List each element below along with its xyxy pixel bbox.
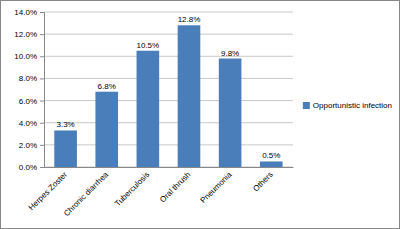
tick: Others <box>251 170 274 193</box>
bars <box>54 25 282 167</box>
tick: 6.0% <box>19 97 44 106</box>
tick-label: 0.0% <box>19 163 37 172</box>
tick-label: 14.0% <box>14 8 37 17</box>
tick: Pneumonia <box>199 170 234 205</box>
tick-label: 6.0% <box>19 97 37 106</box>
grid-line <box>44 122 293 123</box>
tick-label: Others <box>251 170 274 193</box>
tick-mark <box>40 101 44 102</box>
tick-mark <box>40 78 44 79</box>
y-axis: 0.0% 2.0% 4.0% 6.0% 8.0% 10.0% 12.0% 14.0% <box>14 8 44 172</box>
tick: 10.0% <box>14 52 44 61</box>
tick: 4.0% <box>19 119 44 128</box>
legend-swatch <box>303 102 310 109</box>
tick: Oral thrush <box>158 170 192 204</box>
tick-label: Chronic diarrhea <box>62 170 111 219</box>
plot: 0.0% 2.0% 4.0% 6.0% 8.0% 10.0% 12.0% 14.0% Herpe… <box>14 8 293 218</box>
tick-mark <box>40 145 44 146</box>
bar <box>260 161 283 167</box>
tick-label: Herpes Zoster <box>27 170 69 212</box>
tick-label: Pneumonia <box>199 170 234 205</box>
tick-label: 4.0% <box>19 119 37 128</box>
tick-mark <box>40 56 44 57</box>
tick-label: 2.0% <box>19 141 37 150</box>
data-label: 10.5% <box>137 41 160 50</box>
grid <box>44 12 293 167</box>
chart: Opportunistic infection 0.0% 2.0% 4.0% 6.0% 8… <box>0 0 400 229</box>
tick: Herpes Zoster <box>27 170 69 212</box>
x-axis: Herpes ZosterChronic diarrheaTuberculosi… <box>27 168 294 219</box>
bar <box>219 59 242 168</box>
grid-line <box>44 100 293 101</box>
axis-line <box>45 167 294 168</box>
tick-mark <box>40 167 44 168</box>
bar <box>95 92 118 167</box>
tick-label: 10.0% <box>14 52 37 61</box>
data-label: 3.3% <box>56 120 74 129</box>
bar <box>54 130 77 167</box>
axis-line <box>40 13 45 168</box>
tick-label: 8.0% <box>19 74 37 83</box>
tick: 12.0% <box>14 30 44 39</box>
grid-line <box>44 56 293 57</box>
tick: Chronic diarrhea <box>62 170 111 219</box>
grid-line <box>44 12 293 13</box>
tick-mark <box>40 12 44 13</box>
tick: Tuberculosis <box>113 170 151 208</box>
tick: 0.0% <box>19 163 44 172</box>
tick-mark <box>40 34 44 35</box>
tick-label: Oral thrush <box>158 170 192 204</box>
tick-label: Tuberculosis <box>113 170 151 208</box>
chart-frame <box>1 1 400 229</box>
legend-label: Opportunistic infection <box>313 101 392 110</box>
tick: 8.0% <box>19 74 44 83</box>
data-label: 6.8% <box>98 82 116 91</box>
data-label: 12.8% <box>178 15 201 24</box>
grid-line <box>44 78 293 79</box>
bar <box>137 51 160 167</box>
tick: 14.0% <box>14 8 44 17</box>
legend: Opportunistic infection <box>303 101 392 110</box>
data-label: 0.5% <box>262 151 280 160</box>
data-labels: 3.3% 6.8% 10.5% 12.8% 9.8% 0.5% <box>56 15 280 160</box>
data-label: 9.8% <box>221 49 239 58</box>
tick-label: 12.0% <box>14 30 37 39</box>
grid-line <box>44 144 293 145</box>
grid-line <box>44 167 293 168</box>
tick: 2.0% <box>19 141 44 150</box>
tick-mark <box>40 123 44 124</box>
bar <box>178 25 201 167</box>
grid-line <box>44 34 293 35</box>
